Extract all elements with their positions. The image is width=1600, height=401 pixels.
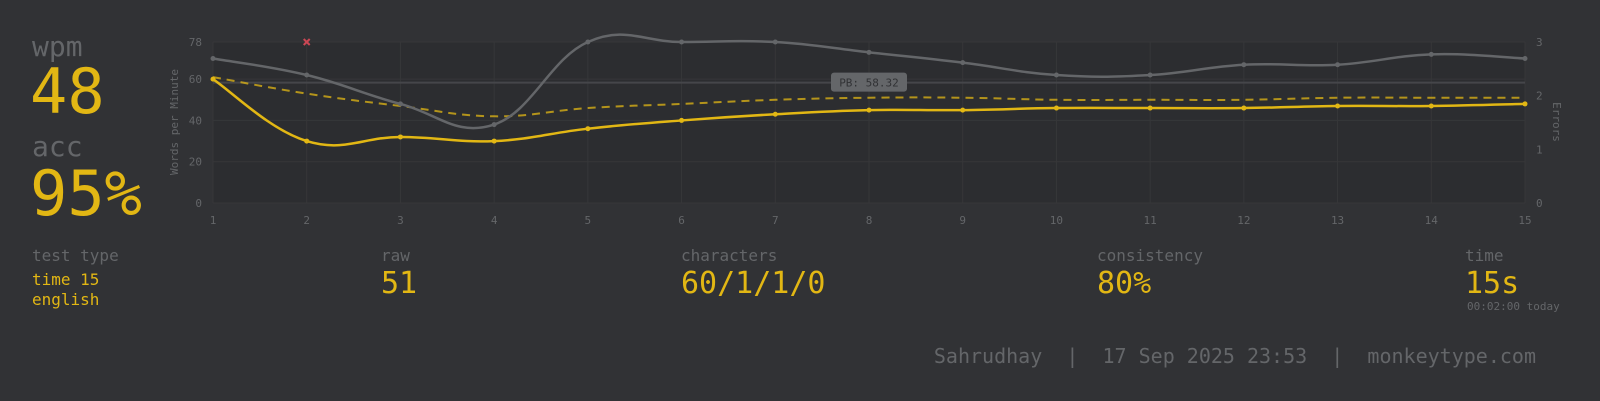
x-tick-label: 1 [210, 214, 217, 227]
acc-label: acc [32, 130, 83, 163]
series-point-raw [397, 101, 403, 107]
wpm-value: 48 [30, 55, 105, 128]
consistency-label: consistency [1097, 246, 1203, 265]
y-tick-label: 0 [195, 197, 202, 210]
y2-tick-label: 3 [1536, 36, 1543, 49]
series-point-wpm [210, 76, 216, 82]
characters-label: characters [681, 246, 778, 265]
series-point-wpm [960, 107, 966, 113]
footer: Sahrudhay | 17 Sep 2025 23:53 | monkeyty… [934, 344, 1536, 368]
pb-annotation-box [831, 72, 907, 92]
test-type-language: english [32, 290, 100, 309]
consistency-value: 80% [1097, 266, 1152, 301]
chart-series [210, 33, 1528, 147]
series-point-wpm [1335, 103, 1341, 109]
x-tick-label: 4 [491, 214, 498, 227]
test-type-label: test type [32, 246, 119, 265]
series-point-wpm [1241, 105, 1247, 111]
y2-tick-label: 1 [1536, 143, 1543, 156]
y2-tick-label: 2 [1536, 90, 1543, 103]
series-point-raw [1335, 62, 1341, 68]
footer-separator: | [1066, 344, 1079, 368]
x-tick-label: 12 [1237, 214, 1250, 227]
series-point-raw [1428, 51, 1434, 57]
raw-label: raw [381, 246, 410, 265]
acc-value: 95% [30, 157, 142, 230]
series-point-wpm [1428, 103, 1434, 109]
wpm-label: wpm [32, 30, 83, 63]
series-point-raw [866, 49, 872, 55]
series-point-raw [304, 72, 310, 78]
x-tick-label: 2 [303, 214, 310, 227]
series-point-raw [960, 60, 966, 66]
series-point-wpm [1053, 105, 1059, 111]
y-tick-label: 60 [189, 73, 202, 86]
time-today: 00:02:00 today [1467, 300, 1560, 313]
x-tick-label: 11 [1144, 214, 1157, 227]
error-markers [303, 38, 311, 46]
x-tick-label: 14 [1425, 214, 1439, 227]
series-point-raw [679, 39, 685, 45]
raw-value: 51 [381, 266, 418, 301]
series-point-raw [1522, 56, 1528, 62]
series-point-raw [1147, 72, 1153, 78]
series-point-wpm [585, 126, 591, 132]
x-tick-label: 8 [866, 214, 873, 227]
time-label: time [1465, 246, 1504, 265]
x-tick-label: 10 [1050, 214, 1063, 227]
x-tick-label: 3 [397, 214, 404, 227]
x-tick-label: 13 [1331, 214, 1344, 227]
x-tick-label: 6 [678, 214, 685, 227]
y2-tick-label: 0 [1536, 197, 1543, 210]
series-point-wpm [1147, 105, 1153, 111]
y2-axis-label: Errors [1550, 102, 1563, 142]
footer-separator: | [1331, 344, 1344, 368]
x-tick-label: 15 [1518, 214, 1531, 227]
y-axis-label: Words per Minute [168, 69, 181, 175]
pb-annotation: PB: 58.32 [831, 72, 907, 92]
series-point-wpm [866, 107, 872, 113]
series-point-raw [1241, 62, 1247, 68]
y2-axis-ticks: 0 1 2 3 [1536, 36, 1543, 210]
series-point-wpm [1522, 101, 1528, 107]
series-point-wpm [772, 111, 778, 117]
series-line-raw [212, 33, 1526, 130]
footer-user: Sahrudhay [933, 344, 1043, 368]
error-marker [303, 38, 311, 46]
y-tick-label: 40 [189, 114, 202, 127]
series-point-wpm [397, 134, 403, 140]
characters-value: 60/1/1/0 [681, 266, 826, 301]
series-point-raw [491, 122, 497, 128]
series-point-raw [772, 39, 778, 45]
series-point-raw [1053, 72, 1059, 78]
series-point-raw [585, 39, 591, 45]
series-point-raw [210, 56, 216, 62]
time-value: 15s [1465, 266, 1520, 301]
y-tick-label: 78 [189, 36, 202, 49]
pb-annotation-text: PB: 58.32 [839, 77, 899, 90]
footer-datetime: 17 Sep 2025 23:53 [1102, 344, 1308, 368]
y-axis-ticks: 0 20 40 60 78 [189, 36, 202, 210]
series-line-burst_avg [212, 76, 1525, 118]
x-tick-label: 7 [772, 214, 779, 227]
series-point-wpm [304, 138, 310, 144]
y-tick-label: 20 [189, 156, 202, 169]
series-point-wpm [679, 117, 685, 123]
error-marker-stroke [303, 38, 311, 46]
footer-site[interactable]: monkeytype.com [1367, 344, 1536, 368]
test-type-mode: time 15 [32, 270, 100, 289]
x-axis-ticks: 1 2 3 4 5 6 7 8 9 10 11 12 13 14 15 [210, 214, 1532, 227]
x-tick-label: 5 [585, 214, 592, 227]
series-point-wpm [491, 138, 497, 144]
x-tick-label: 9 [959, 214, 966, 227]
